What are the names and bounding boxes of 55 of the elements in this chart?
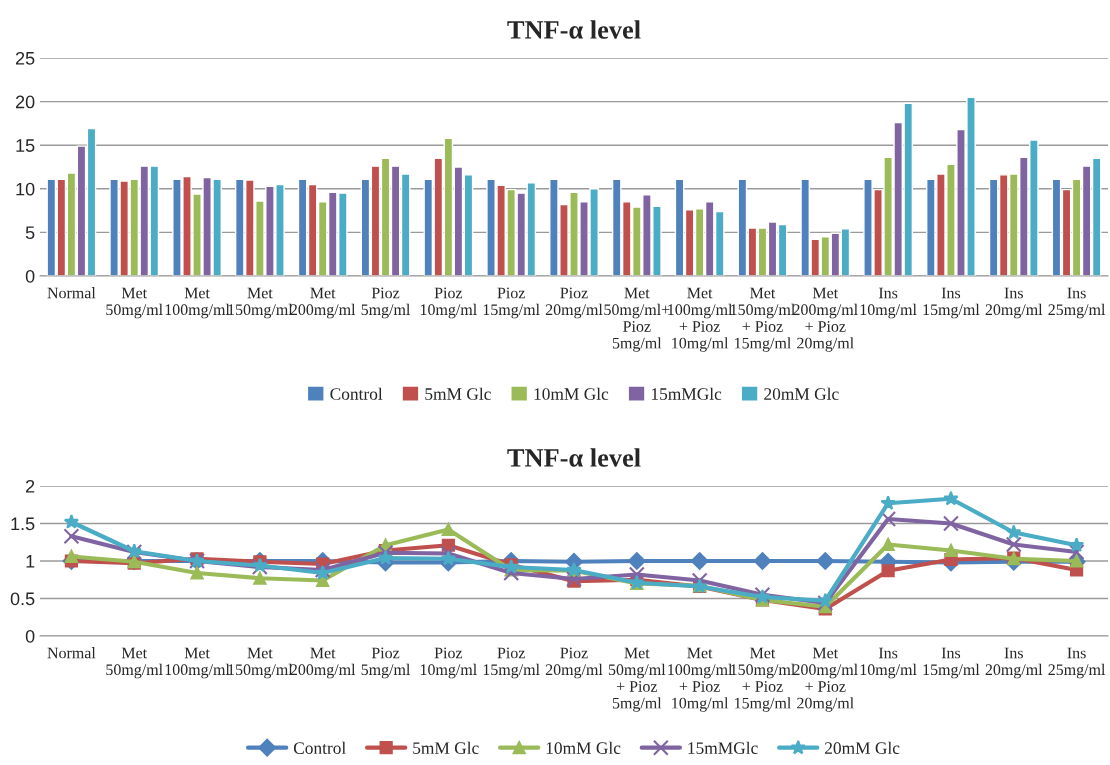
- x-tick-label: Ins 20mg/ml: [985, 647, 1043, 679]
- y-tick-label: 0.5: [10, 592, 35, 606]
- x-tick-label: Met 100mg/ml + Pioz 10mg/ml: [668, 647, 733, 712]
- x-tick-label: Pioz 5mg/ml: [361, 287, 411, 319]
- legend-label: 20mM Glc: [764, 387, 839, 400]
- x-tick-label: Met 100mg/ml: [165, 647, 230, 679]
- chart-title: TNF-α level: [507, 448, 641, 467]
- y-tick-label: 25: [15, 51, 35, 65]
- chart-title: TNF-α level: [507, 20, 641, 39]
- legend-label: 5mM Glc: [413, 741, 479, 754]
- legend-label: 20mM Glc: [825, 741, 900, 754]
- x-tick-label: Normal: [47, 647, 96, 659]
- y-tick-label: 20: [15, 95, 35, 109]
- x-tick-label: Met 200mg/ml: [290, 647, 356, 679]
- x-tick-label: Pioz 20mg/ml: [545, 287, 603, 319]
- y-tick-label: 2: [26, 479, 35, 493]
- y-tick-label: 0: [25, 629, 35, 643]
- x-tick-label: Pioz 10mg/ml: [420, 647, 477, 679]
- y-tick-label: 1: [26, 555, 35, 568]
- legend-label: Control: [293, 741, 346, 754]
- x-tick-label: Ins 25mg/ml: [1048, 287, 1106, 319]
- x-tick-label: Met 50mg/ml: [106, 287, 163, 319]
- x-tick-label: Met 150mg/ml + Pioz 15mg/ml: [731, 287, 795, 352]
- legend-label: 15mMGlc: [688, 741, 758, 754]
- x-tick-label: Met 150mg/ml + Pioz 15mg/ml: [731, 647, 795, 712]
- x-tick-label: Ins 15mg/ml: [923, 647, 980, 679]
- x-tick-label: Pioz 5mg/ml: [361, 647, 411, 679]
- x-tick-label: Ins 20mg/ml: [985, 287, 1043, 319]
- x-tick-label: Met 200mg/ml: [290, 287, 356, 319]
- x-tick-label: Ins 10mg/ml: [860, 647, 917, 679]
- x-tick-label: Met 50mg/ml + Pioz 5mg/ml: [608, 647, 666, 712]
- legend-label: 10mM Glc: [546, 741, 621, 754]
- x-tick-label: Normal: [47, 287, 96, 299]
- x-tick-label: Ins 10mg/ml: [860, 287, 917, 319]
- x-tick-label: Met 50mg/ml+ Pioz 5mg/ml: [604, 287, 670, 352]
- y-tick-label: 10: [16, 182, 35, 196]
- x-tick-label: Pioz 15mg/ml: [483, 287, 540, 319]
- x-tick-label: Met 100mg/ml: [165, 287, 230, 319]
- y-tick-label: 15: [16, 139, 35, 152]
- x-tick-label: Pioz 15mg/ml: [483, 647, 540, 679]
- y-tick-label: 1.5: [11, 517, 35, 531]
- legend-label: 5mM Glc: [425, 387, 491, 400]
- x-tick-label: Met 200mg/ml + Pioz 20mg/ml: [793, 647, 858, 712]
- x-tick-label: Pioz 20mg/ml: [545, 647, 603, 679]
- x-tick-label: Met 200mg/ml + Pioz 20mg/ml: [793, 287, 858, 352]
- x-tick-label: Met 100mg/ml + Pioz 10mg/ml: [668, 287, 733, 352]
- x-tick-label: Met 50mg/ml: [106, 647, 163, 679]
- legend-label: Control: [330, 387, 383, 400]
- x-tick-label: Pioz 10mg/ml: [420, 287, 477, 319]
- x-tick-label: Ins 15mg/ml: [923, 287, 980, 319]
- y-tick-label: 5: [25, 226, 35, 240]
- y-tick-label: 0: [25, 269, 35, 283]
- legend-label: 15mMGlc: [651, 387, 722, 400]
- x-tick-label: Ins 25mg/ml: [1048, 647, 1106, 679]
- legend-label: 10mM Glc: [534, 387, 609, 400]
